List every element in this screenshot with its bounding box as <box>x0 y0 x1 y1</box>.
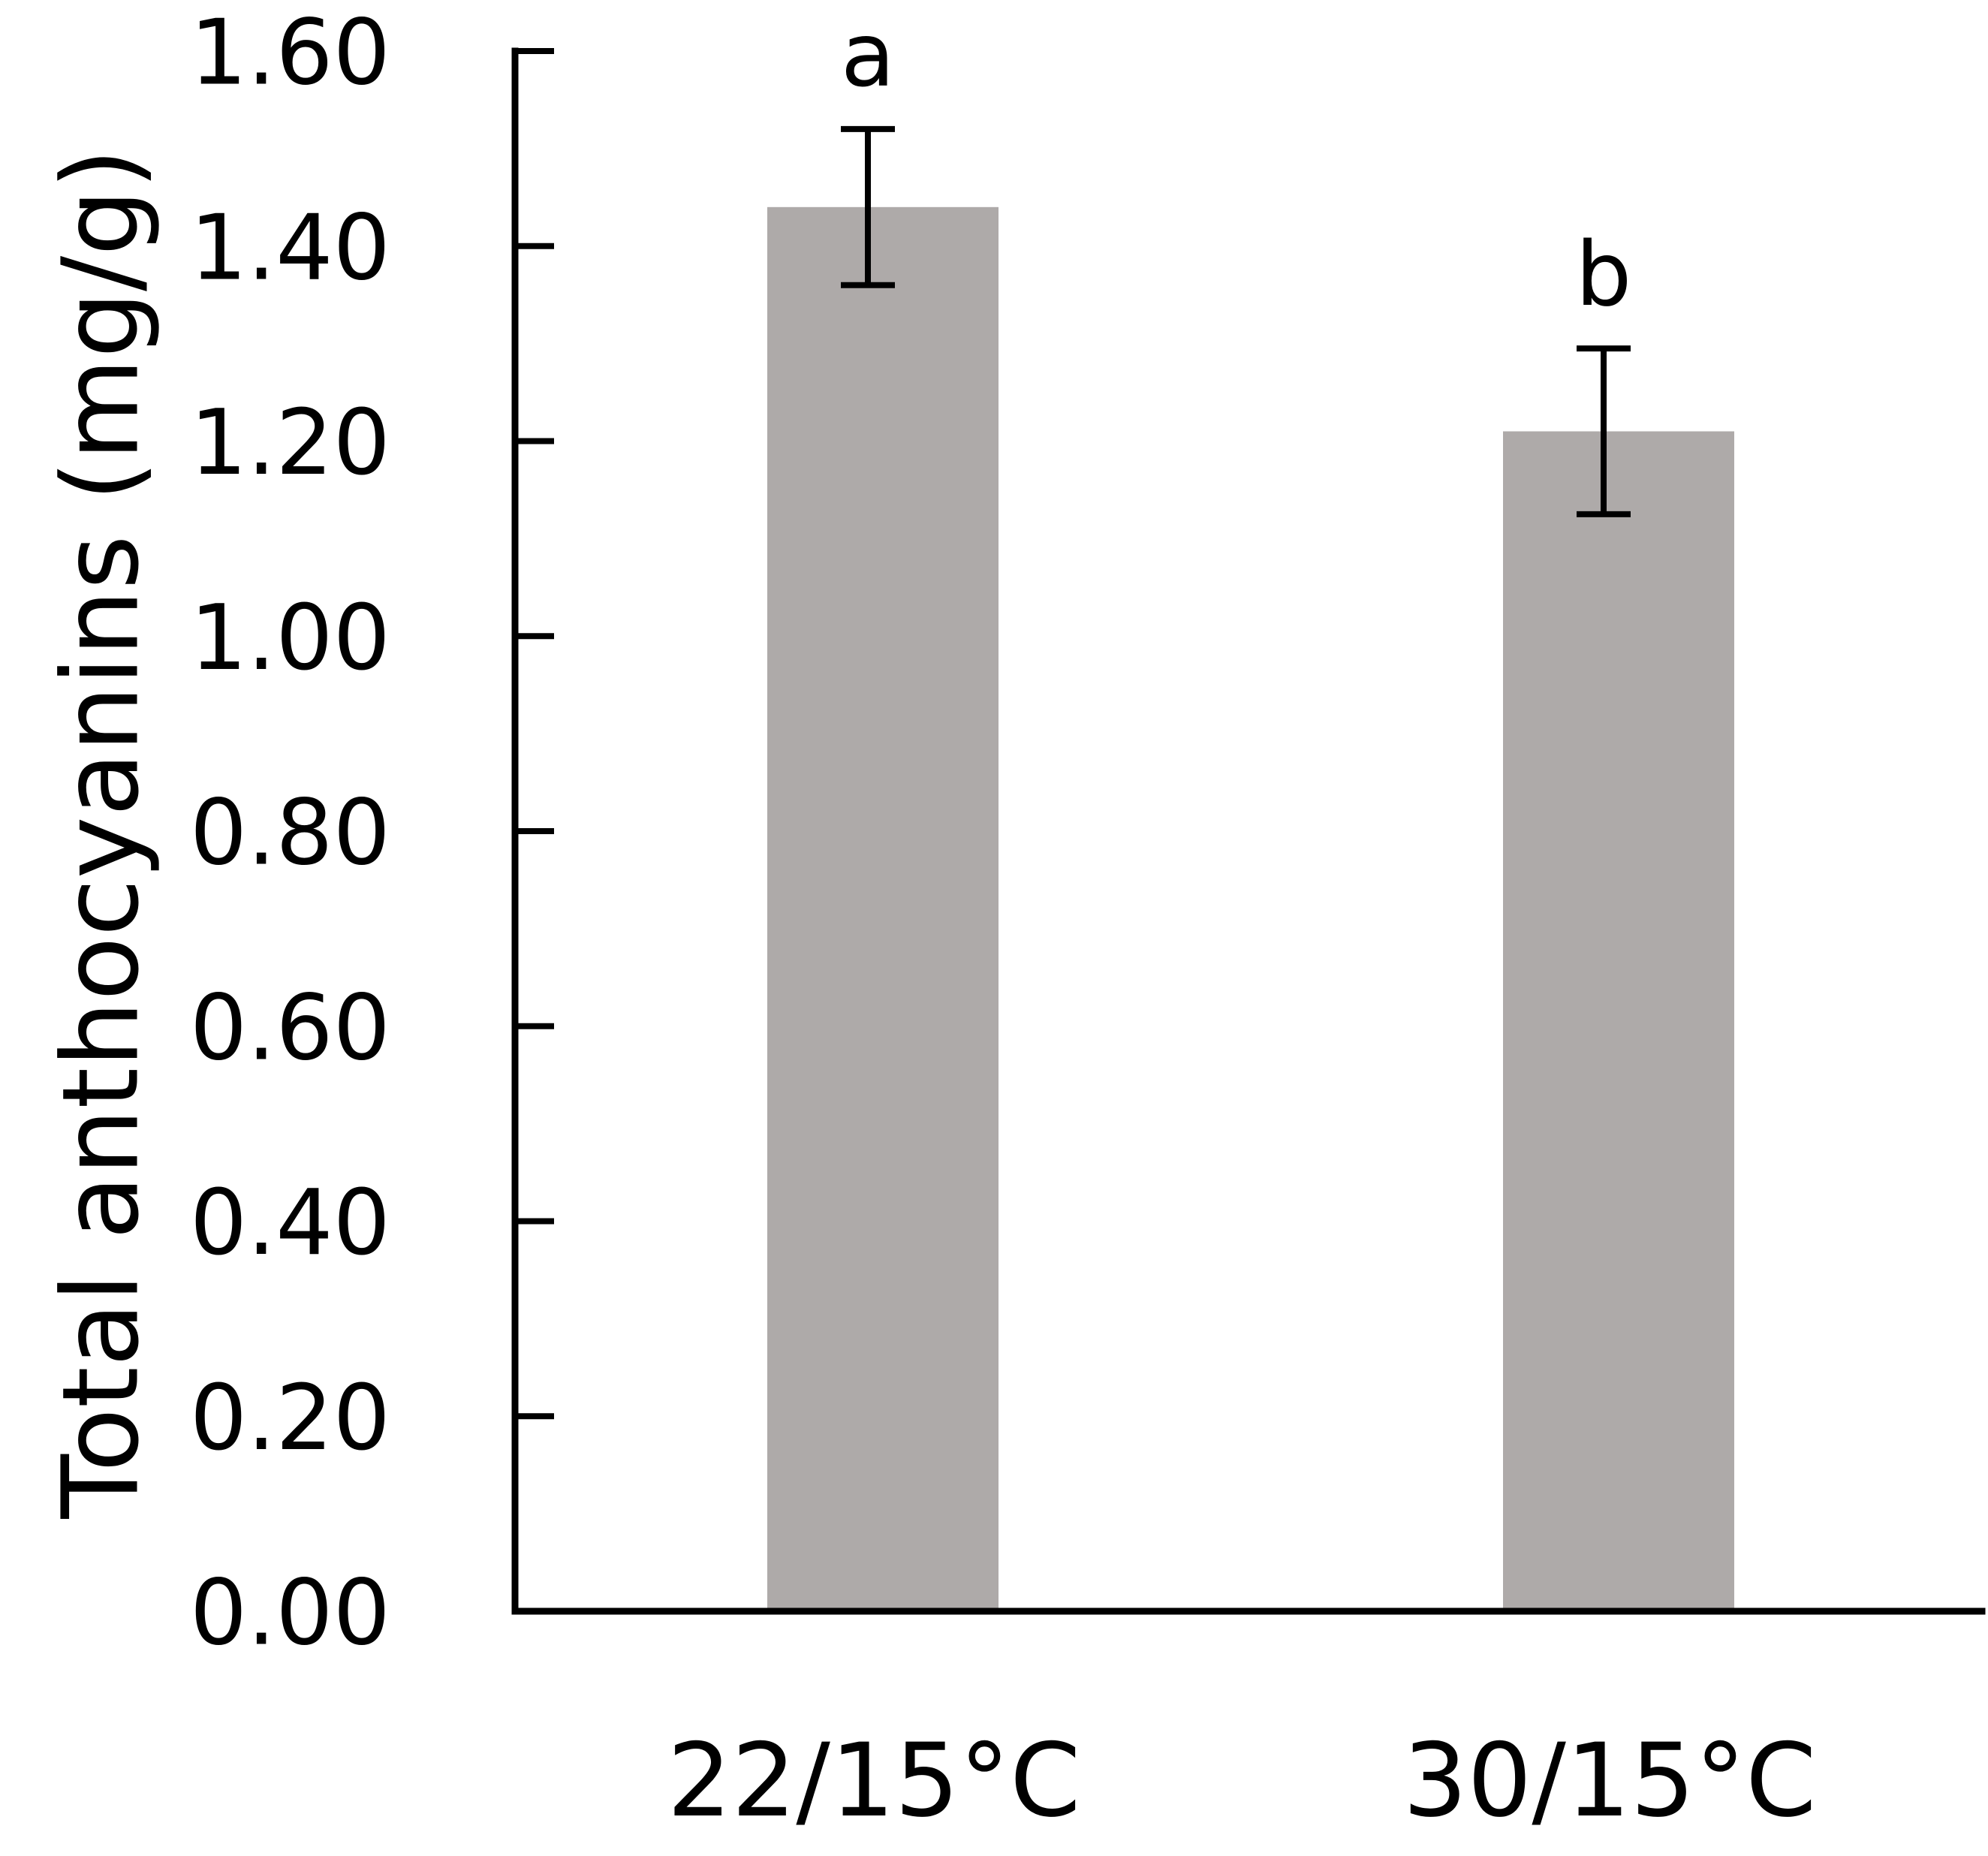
significance-label: b <box>1576 222 1632 326</box>
x-tick-label: 30/15°C <box>1403 1722 1817 1839</box>
y-tick-label: 1.20 <box>190 391 390 496</box>
error-bar <box>1577 345 1631 517</box>
axes <box>511 47 1986 1615</box>
x-axis-ticks: 22/15°C 30/15°C <box>667 1722 1817 1839</box>
bars <box>767 206 1734 1612</box>
y-tick-label: 0.20 <box>190 1366 390 1471</box>
bar <box>767 206 999 1611</box>
y-tick-label: 0.00 <box>190 1562 390 1666</box>
y-tick-label: 1.40 <box>190 196 390 300</box>
significance-label: a <box>841 3 895 107</box>
y-tick-label: 0.80 <box>190 782 390 886</box>
y-tick-label: 1.00 <box>190 586 390 691</box>
significance-letters: ab <box>841 3 1632 326</box>
error-bar <box>841 125 895 288</box>
y-axis-ticks: 0.00 0.20 0.40 0.60 0.80 1.00 1.20 1.40 1.60 <box>190 2 554 1666</box>
y-axis-label: Total anthocyanins (mg/g) <box>41 148 163 1519</box>
y-tick-label: 0.60 <box>190 976 390 1080</box>
y-tick-label: 1.60 <box>190 2 390 106</box>
bar <box>1503 431 1734 1612</box>
error-bars <box>841 125 1631 517</box>
y-tick-label: 0.40 <box>190 1171 390 1276</box>
x-tick-label: 22/15°C <box>667 1722 1081 1839</box>
